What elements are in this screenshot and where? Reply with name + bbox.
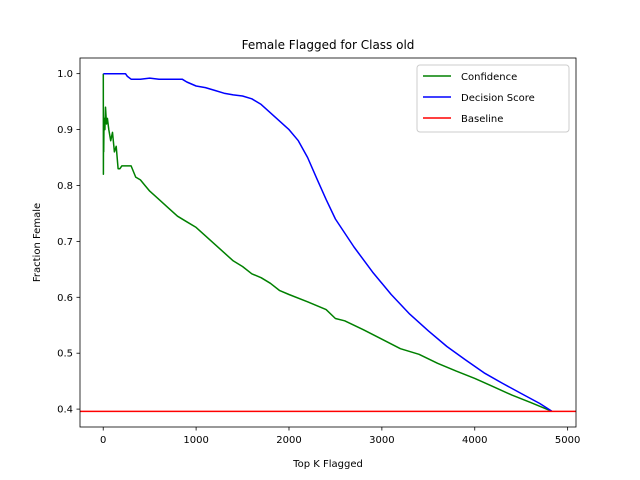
legend: Confidence Decision Score Baseline — [416, 64, 570, 133]
y-tick-label: 0.9 — [57, 125, 73, 136]
x-tick-label: 4000 — [462, 435, 487, 446]
x-axis-label: Top K Flagged — [292, 459, 363, 470]
series-line-decision-score — [102, 72, 553, 412]
y-tick-label: 0.4 — [57, 405, 73, 416]
y-tick-label: 0.8 — [57, 181, 73, 192]
y-tick-label: 0.5 — [57, 349, 73, 360]
x-tick-label: 5000 — [555, 435, 580, 446]
legend-box — [416, 64, 570, 133]
y-axis-label: Fraction Female — [32, 203, 43, 282]
legend-label-baseline: Baseline — [461, 114, 503, 125]
x-tick-label: 1000 — [183, 435, 208, 446]
plot-border — [79, 57, 577, 428]
chart-title: Female Flagged for Class old — [242, 38, 415, 52]
y-tick-label: 0.6 — [57, 293, 73, 304]
y-axis-ticks: 0.4 0.5 0.6 0.7 0.8 0.9 1.0 — [57, 69, 80, 416]
legend-label-confidence: Confidence — [461, 72, 517, 83]
x-tick-label: 2000 — [276, 435, 301, 446]
x-tick-label: 0 — [100, 435, 106, 446]
x-tick-label: 3000 — [369, 435, 394, 446]
legend-label-decision-score: Decision Score — [461, 93, 535, 104]
series-layer — [80, 72, 576, 413]
y-tick-label: 0.7 — [57, 237, 73, 248]
y-tick-label: 1.0 — [57, 69, 73, 80]
x-axis-ticks: 0 1000 2000 3000 4000 5000 — [100, 427, 580, 446]
series-line-confidence — [102, 73, 553, 412]
